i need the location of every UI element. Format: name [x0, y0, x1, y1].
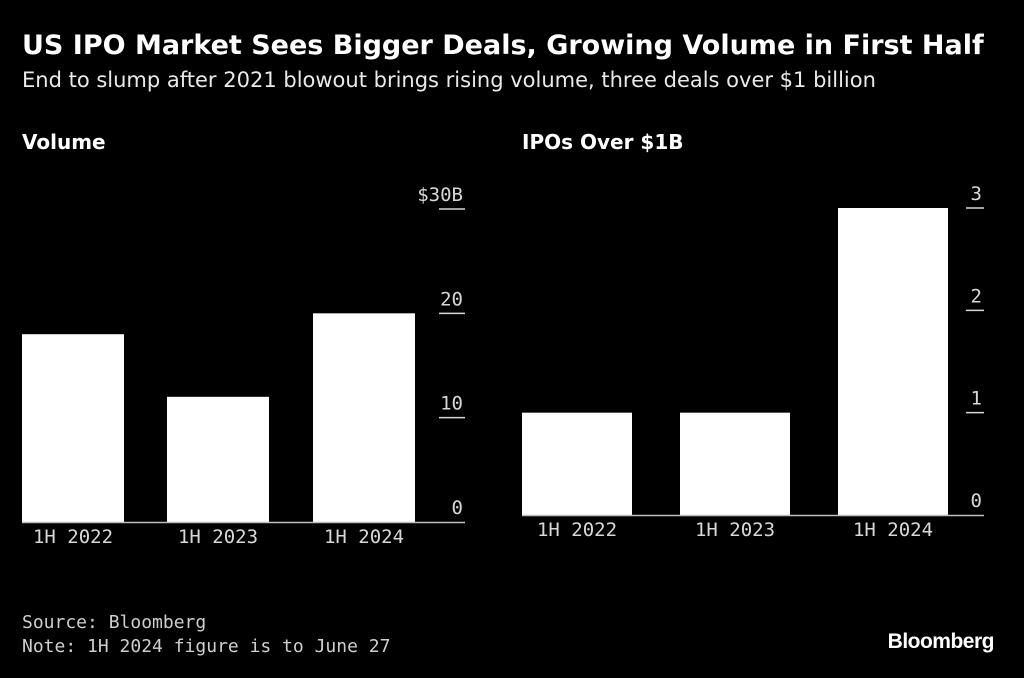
x-tick-label: 1H 2024: [853, 519, 933, 541]
y-tick-label: $30B: [417, 184, 463, 206]
chart-subtitle: End to slump after 2021 blowout brings r…: [22, 68, 876, 92]
bar-1h-2022: [522, 412, 632, 515]
y-tick-label: 1: [971, 388, 982, 410]
x-tick-label: 1H 2022: [33, 526, 113, 548]
panel-title-volume: Volume: [22, 130, 106, 154]
y-tick-label: 20: [440, 288, 463, 310]
y-tick-label: 0: [452, 497, 463, 519]
bar-1h-2023: [680, 412, 790, 515]
y-tick-label: 3: [971, 183, 982, 205]
source-note: Source: Bloomberg: [22, 612, 207, 633]
x-tick-label: 1H 2023: [695, 519, 775, 541]
x-tick-label: 1H 2022: [537, 519, 617, 541]
ipos-over-1b-chart: 0 1 2 3 1H 2022 1H 2023 1H 2024: [522, 183, 984, 541]
footnote: Note: 1H 2024 figure is to June 27: [22, 636, 391, 657]
volume-chart: 0 10 20 $30B 1H 2022 1H 2023 1H 2024: [22, 184, 465, 548]
bar-1h-2024: [838, 208, 948, 515]
bar-1h-2022: [22, 334, 124, 522]
bloomberg-logo: Bloomberg: [887, 630, 995, 653]
y-tick-label: 10: [440, 393, 463, 415]
bar-1h-2024: [313, 313, 415, 522]
x-tick-label: 1H 2023: [178, 526, 258, 548]
y-tick-label: 0: [971, 490, 982, 512]
chart-title: US IPO Market Sees Bigger Deals, Growing…: [22, 30, 984, 61]
bar-1h-2023: [167, 396, 269, 522]
y-tick-label: 2: [971, 285, 982, 307]
panel-title-ipos-over-1b: IPOs Over $1B: [522, 130, 684, 154]
x-tick-label: 1H 2024: [324, 526, 404, 548]
